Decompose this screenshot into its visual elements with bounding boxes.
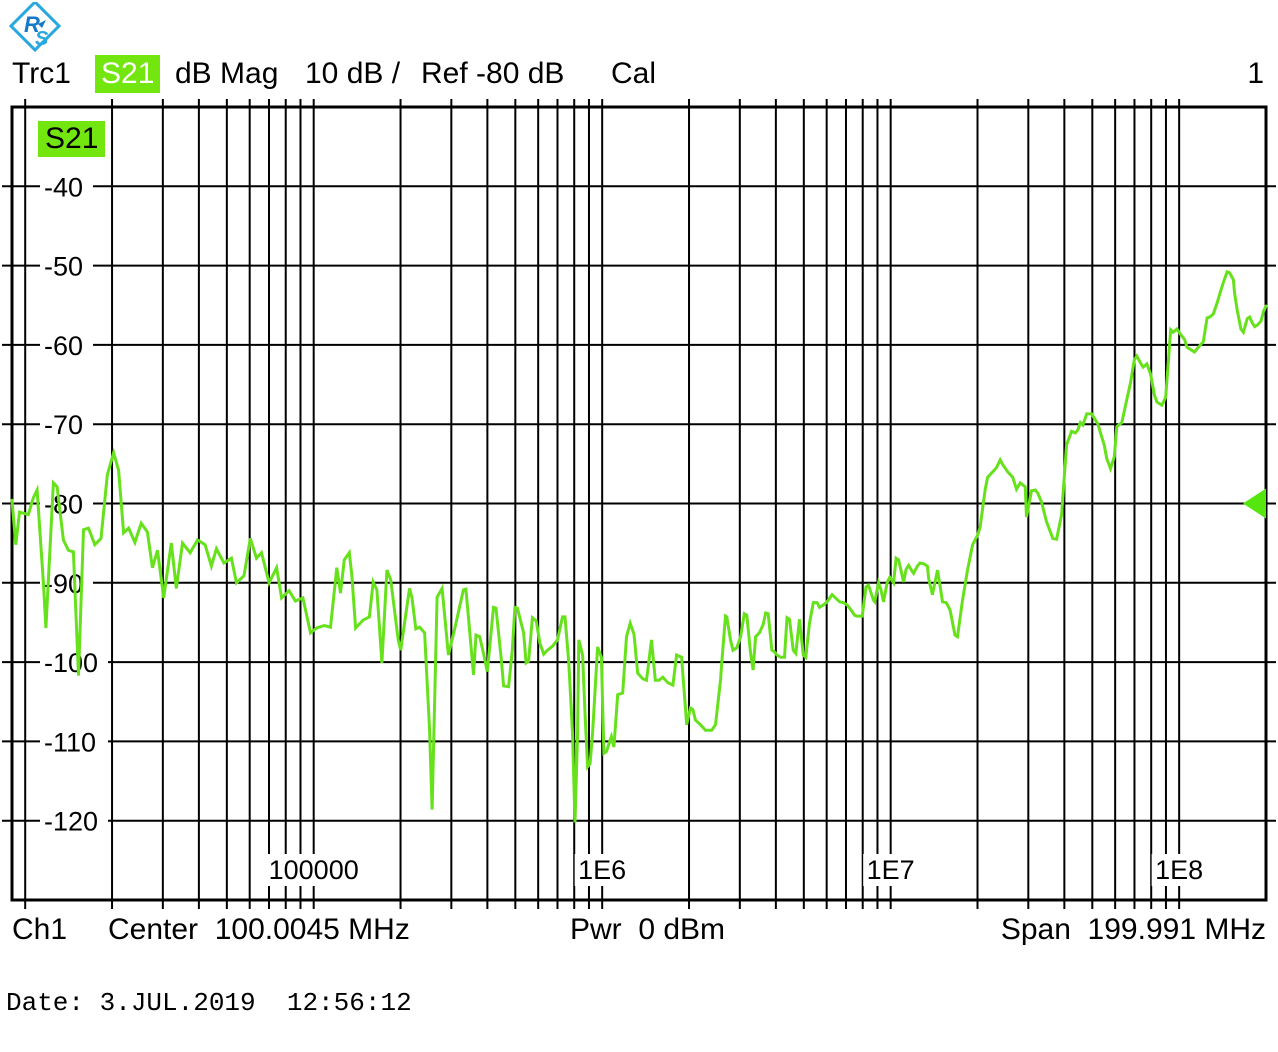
svg-text:R: R bbox=[24, 12, 40, 37]
trace-scale: 10 dB / bbox=[305, 57, 401, 90]
svg-text:S: S bbox=[35, 28, 49, 50]
x-tick-label-bg bbox=[263, 854, 364, 886]
x-tick-label: 100000 bbox=[269, 855, 359, 885]
trace-reference: Ref -80 dB bbox=[421, 57, 565, 90]
y-tick-label-bg bbox=[40, 329, 93, 360]
span-value: Span 199.991 MHz bbox=[1000, 913, 1266, 946]
trace-format: dB Mag bbox=[175, 57, 279, 90]
x-tick-label-bg bbox=[863, 854, 919, 886]
x-tick-label: 1E6 bbox=[578, 855, 626, 885]
plot-measurement-badge[interactable]: S21 bbox=[38, 121, 106, 157]
y-tick-label: -80 bbox=[44, 490, 83, 520]
y-tick-label: -120 bbox=[44, 807, 98, 837]
trace-trc1 bbox=[10, 270, 1268, 823]
y-tick-label: -110 bbox=[44, 727, 96, 757]
reference-level-marker[interactable] bbox=[1243, 488, 1266, 519]
x-tick-label-bg bbox=[1151, 854, 1207, 886]
y-tick-label-bg bbox=[40, 488, 93, 519]
y-tick-label-bg bbox=[40, 409, 93, 440]
y-tick-label-bg bbox=[40, 647, 108, 678]
trace-number: 1 bbox=[1247, 57, 1264, 90]
y-tick-label: -50 bbox=[44, 252, 83, 282]
x-tick-label-bg bbox=[574, 854, 630, 886]
y-tick-label: -40 bbox=[44, 172, 83, 202]
y-tick-label-bg bbox=[40, 250, 93, 281]
y-tick-label: -100 bbox=[44, 648, 98, 678]
measurement-badge[interactable]: S21 bbox=[95, 55, 161, 93]
y-tick-label: -70 bbox=[44, 410, 83, 440]
center-frequency: Center 100.0045 MHz bbox=[108, 913, 410, 946]
cal-status: Cal bbox=[611, 57, 657, 90]
y-tick-label-bg bbox=[40, 726, 108, 757]
y-tick-label-bg bbox=[40, 805, 108, 836]
channel-label: Ch1 bbox=[12, 913, 68, 946]
y-tick-label-bg bbox=[40, 171, 93, 202]
x-tick-label: 1E8 bbox=[1155, 855, 1203, 885]
power-level: Pwr 0 dBm bbox=[570, 913, 726, 946]
x-tick-label: 1E7 bbox=[867, 855, 915, 885]
y-tick-label: -60 bbox=[44, 331, 83, 361]
date-time: Date: 3.JUL.2019 12:56:12 bbox=[6, 988, 412, 1018]
rohde-schwarz-logo-icon: R S bbox=[8, 2, 62, 53]
trace-label: Trc1 bbox=[12, 57, 71, 90]
